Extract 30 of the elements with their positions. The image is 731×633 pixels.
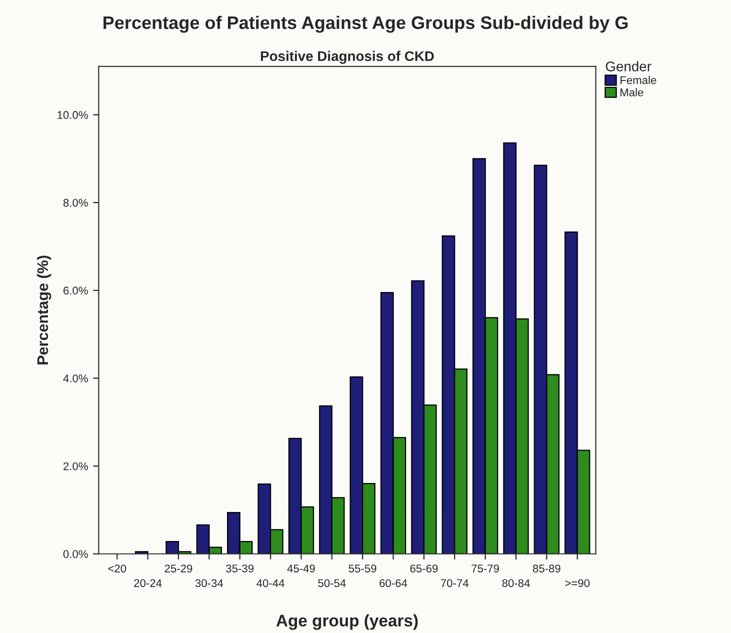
x-tick-label: 85-89 bbox=[532, 564, 560, 572]
x-tick-label: 50-54 bbox=[318, 579, 346, 588]
chart-subtitle: Positive Diagnosis of CKD bbox=[260, 50, 434, 64]
y-tick-label: 0.0% bbox=[63, 550, 88, 558]
legend-label: Male bbox=[620, 88, 644, 96]
x-tick-label: 55-59 bbox=[348, 564, 376, 572]
x-axis-title: Age group (years) bbox=[276, 614, 418, 630]
x-tick-label: 65-69 bbox=[410, 564, 438, 572]
y-tick-label: 2.0% bbox=[64, 462, 88, 470]
y-tick-label: 6.0% bbox=[64, 286, 88, 295]
x-tick-label: <20 bbox=[108, 564, 126, 572]
x-tick-label: 60-64 bbox=[380, 579, 408, 588]
x-tick-label: 25-29 bbox=[164, 564, 192, 572]
bar bbox=[134, 551, 148, 554]
y-tick-label: 4.0% bbox=[63, 374, 88, 382]
y-axis-title: Percentage (%) bbox=[36, 256, 52, 364]
chart-title: Percentage of Patients Against Age Groups Sub-divided by G bbox=[104, 16, 628, 33]
x-tick-label: 70-74 bbox=[440, 579, 469, 588]
legend-title: Gender bbox=[606, 61, 652, 72]
legend-label: Female bbox=[620, 76, 656, 84]
x-tick-label: >=90 bbox=[565, 579, 590, 588]
y-tick-label: 10.0% bbox=[58, 111, 88, 119]
x-tick-label: 80-84 bbox=[502, 579, 530, 588]
x-tick-label: 30-34 bbox=[195, 579, 224, 588]
x-tick-label: 35-39 bbox=[226, 564, 254, 572]
x-tick-label: 40-44 bbox=[256, 579, 284, 588]
y-tick-label: 8.0% bbox=[63, 198, 88, 207]
x-tick-label: 20-24 bbox=[134, 579, 162, 588]
x-tick-label: 75-79 bbox=[472, 564, 499, 572]
x-tick-label: 45-49 bbox=[287, 564, 315, 572]
